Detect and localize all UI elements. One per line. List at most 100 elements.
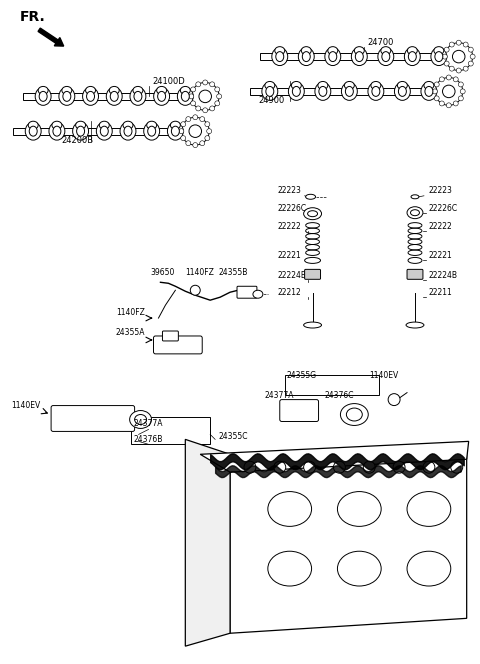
- Ellipse shape: [77, 126, 84, 136]
- Ellipse shape: [306, 195, 315, 199]
- Ellipse shape: [304, 322, 322, 328]
- Circle shape: [443, 85, 455, 98]
- Bar: [250, 88, 449, 95]
- Ellipse shape: [168, 122, 183, 140]
- Circle shape: [334, 461, 346, 473]
- Circle shape: [179, 129, 184, 133]
- Circle shape: [215, 101, 220, 106]
- Ellipse shape: [435, 52, 443, 62]
- Circle shape: [456, 68, 461, 73]
- Circle shape: [388, 394, 400, 406]
- Ellipse shape: [341, 82, 357, 100]
- Text: 22221: 22221: [429, 252, 453, 260]
- FancyBboxPatch shape: [407, 270, 423, 280]
- Bar: [13, 127, 195, 135]
- Circle shape: [205, 122, 210, 127]
- Ellipse shape: [29, 126, 37, 136]
- Ellipse shape: [372, 86, 380, 96]
- Ellipse shape: [406, 322, 424, 328]
- Ellipse shape: [253, 290, 263, 298]
- Ellipse shape: [319, 86, 327, 96]
- Circle shape: [458, 96, 463, 101]
- Ellipse shape: [63, 92, 71, 102]
- Ellipse shape: [408, 46, 417, 54]
- Circle shape: [446, 75, 451, 80]
- Circle shape: [181, 135, 186, 141]
- Text: 24377A: 24377A: [133, 420, 163, 428]
- Ellipse shape: [52, 122, 62, 129]
- Text: 24376C: 24376C: [324, 390, 354, 400]
- Ellipse shape: [99, 122, 109, 129]
- Bar: [285, 374, 379, 394]
- Ellipse shape: [157, 92, 166, 102]
- Ellipse shape: [49, 122, 65, 140]
- Circle shape: [196, 82, 201, 87]
- Bar: [23, 93, 205, 100]
- Text: 24100D: 24100D: [153, 78, 185, 86]
- Ellipse shape: [407, 207, 423, 218]
- Ellipse shape: [346, 86, 353, 96]
- Ellipse shape: [59, 88, 75, 106]
- Ellipse shape: [329, 52, 337, 62]
- Circle shape: [468, 47, 473, 52]
- Circle shape: [423, 461, 435, 473]
- Ellipse shape: [38, 86, 48, 94]
- Circle shape: [196, 106, 201, 111]
- Ellipse shape: [276, 52, 284, 62]
- Ellipse shape: [62, 86, 72, 94]
- Text: 22223: 22223: [429, 186, 453, 195]
- Circle shape: [216, 94, 222, 99]
- Ellipse shape: [109, 86, 119, 94]
- Ellipse shape: [328, 46, 338, 54]
- Polygon shape: [185, 440, 230, 646]
- Text: 1140FZ: 1140FZ: [185, 268, 214, 278]
- Ellipse shape: [304, 208, 322, 220]
- Circle shape: [244, 461, 256, 473]
- Circle shape: [439, 77, 444, 82]
- Polygon shape: [200, 442, 468, 472]
- Ellipse shape: [347, 408, 362, 421]
- Text: 22212: 22212: [278, 288, 301, 297]
- Ellipse shape: [72, 122, 88, 140]
- Ellipse shape: [288, 82, 304, 100]
- Ellipse shape: [130, 88, 146, 106]
- Ellipse shape: [395, 82, 410, 100]
- Text: 22224B: 22224B: [278, 272, 307, 280]
- Ellipse shape: [325, 48, 341, 66]
- Circle shape: [453, 77, 458, 82]
- Circle shape: [449, 42, 454, 47]
- FancyBboxPatch shape: [237, 286, 257, 298]
- Ellipse shape: [124, 126, 132, 136]
- Polygon shape: [230, 444, 467, 633]
- Ellipse shape: [180, 86, 190, 94]
- Ellipse shape: [25, 122, 41, 140]
- Ellipse shape: [302, 52, 310, 62]
- Circle shape: [363, 461, 375, 473]
- FancyBboxPatch shape: [154, 336, 202, 354]
- Circle shape: [304, 461, 315, 473]
- FancyBboxPatch shape: [162, 331, 179, 341]
- Ellipse shape: [120, 122, 136, 140]
- Ellipse shape: [148, 126, 156, 136]
- Ellipse shape: [408, 52, 416, 62]
- Circle shape: [453, 50, 465, 63]
- Circle shape: [193, 143, 198, 147]
- Ellipse shape: [96, 122, 112, 140]
- Circle shape: [205, 135, 210, 141]
- Ellipse shape: [378, 48, 394, 66]
- Circle shape: [189, 94, 194, 99]
- Text: 1140EV: 1140EV: [369, 371, 398, 380]
- Ellipse shape: [398, 86, 407, 96]
- Ellipse shape: [154, 88, 169, 106]
- Circle shape: [207, 129, 212, 133]
- Ellipse shape: [85, 86, 96, 94]
- Ellipse shape: [35, 88, 51, 106]
- Circle shape: [435, 78, 463, 106]
- Ellipse shape: [407, 491, 451, 527]
- Text: 39650: 39650: [151, 268, 175, 278]
- Text: 24377A: 24377A: [265, 390, 294, 400]
- Text: 24200B: 24200B: [61, 136, 93, 145]
- Circle shape: [191, 101, 196, 106]
- Ellipse shape: [86, 92, 95, 102]
- Text: 22211: 22211: [429, 288, 453, 297]
